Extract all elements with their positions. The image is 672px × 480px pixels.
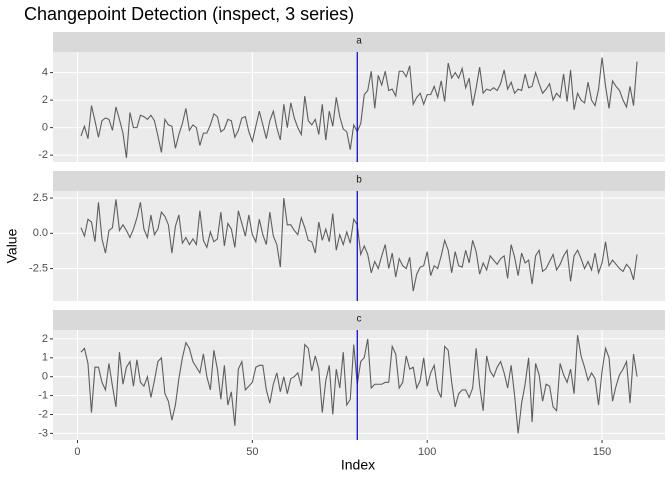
y-tick-label: 2 xyxy=(42,94,48,106)
strip xyxy=(53,310,665,330)
strip xyxy=(53,32,665,52)
y-tick-label: -3 xyxy=(38,427,48,439)
data-line xyxy=(80,335,638,434)
y-tick-label: 0.0 xyxy=(33,227,48,239)
y-tick-label: -1 xyxy=(38,389,48,401)
strip-label: c xyxy=(357,314,362,325)
panel xyxy=(53,191,665,301)
strip-label: a xyxy=(356,36,362,47)
y-tick-label: -2 xyxy=(38,408,48,420)
y-tick-label: 1 xyxy=(42,352,48,364)
x-tick-label: 0 xyxy=(74,446,80,458)
panel xyxy=(53,52,665,162)
chart-title: Changepoint Detection (inspect, 3 series… xyxy=(24,4,354,24)
panel xyxy=(53,330,665,440)
data-line xyxy=(80,197,638,292)
y-tick-label: 0 xyxy=(42,122,48,134)
y-tick-label: 2.5 xyxy=(33,192,48,204)
y-tick-label: -2 xyxy=(38,149,48,161)
strip-label: b xyxy=(356,175,362,186)
x-axis-title: Index xyxy=(341,457,375,473)
strip xyxy=(53,171,665,191)
data-line xyxy=(80,57,638,158)
y-axis-title: Value xyxy=(4,228,20,263)
y-tick-label: 2 xyxy=(42,333,48,345)
y-tick-label: -2.5 xyxy=(29,262,48,274)
y-tick-label: 0 xyxy=(42,371,48,383)
y-tick-label: 4 xyxy=(42,67,48,79)
x-tick-label: 50 xyxy=(246,446,258,458)
x-tick-label: 150 xyxy=(593,446,611,458)
x-tick-label: 100 xyxy=(418,446,436,458)
